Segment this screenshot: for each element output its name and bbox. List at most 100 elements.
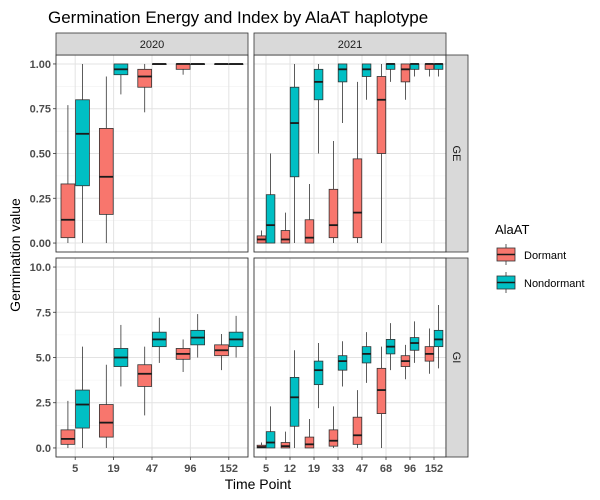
facet-strip-label-2020: 2020 [140,39,164,51]
x-axis-title: Time Point [225,476,292,492]
box-body [376,367,387,414]
x-tick-label-2021: 12 [284,463,296,475]
box-body [337,63,348,83]
facet-strip-label-GE: GE [450,146,462,162]
box-GI-2020-dormant-t96 [175,339,191,372]
facet-strip-label-GI: GI [450,352,462,364]
panel-GI-2020 [55,257,249,458]
box-GE-2021-dormant-t152 [424,63,435,77]
x-tick-label-2020: 96 [184,463,196,475]
box-GI-2021-nondormant-t19 [313,343,324,409]
box-GE-2021-nondormant-t96 [409,63,420,77]
box-GI-2021-dormant-t5 [256,442,267,449]
y-tick-label-GI: 10.0 [30,262,51,274]
y-tick-label-GI: 5.0 [36,353,51,365]
box-body [304,219,315,244]
box-GI-2021-dormant-t96 [400,344,411,380]
box-GI-2021-dormant-t68 [376,346,387,448]
box-GE-2020-dormant-t47 [137,63,153,113]
box-GE-2021-dormant-t5 [256,230,267,244]
x-tick-label-2021: 152 [425,463,443,475]
box-GI-2020-nondormant-t47 [151,317,167,363]
box-GI-2020-nondormant-t152 [228,315,244,358]
box-GE-2021-dormant-t12 [280,212,291,244]
panel-GI-2021 [253,257,447,458]
box-GE-2021-nondormant-t5 [265,153,276,244]
x-tick-label-2020: 5 [72,463,78,475]
box-body [280,230,291,244]
y-tick-label-GI: 7.5 [36,307,51,319]
box-body [337,355,348,371]
x-tick-label-2021: 19 [308,463,320,475]
box-GE-2021-nondormant-t68 [385,63,396,82]
x-tick-label-2021: 68 [380,463,392,475]
box-body [265,194,276,244]
x-axis-ticks: 5 19 47 96 152 5 12 19 33 47 68 96 152 [72,457,443,475]
box-GE-2021-dormant-t68 [376,63,387,244]
box-GE-2020-dormant-t19 [98,76,114,244]
facet-strip-2021 [253,32,447,56]
box-body [60,183,76,239]
box-body [433,329,444,348]
box-body [137,364,153,387]
box-GE-2020-dormant-t5 [60,105,76,244]
box-GE-2021-nondormant-t47 [361,63,372,100]
box-body [265,431,276,449]
box-body [60,429,76,445]
x-tick-label-2020: 19 [107,463,119,475]
y-tick-label-GE: 0.50 [30,149,51,161]
box-GI-2021-nondormant-t68 [385,323,396,371]
box-GE-2020-dormant-t152 [214,63,229,65]
box-body [313,360,324,386]
box-GI-2021-nondormant-t47 [361,332,372,383]
box-GI-2021-nondormant-t33 [337,341,348,387]
box-body [98,128,114,215]
box-body [400,63,411,83]
box-body [328,429,339,447]
box-body [313,68,324,101]
box-GE-2020-nondormant-t47 [151,63,167,65]
box-GI-2021-nondormant-t12 [289,350,300,448]
box-body [352,416,363,445]
box-GI-2020-nondormant-t5 [75,346,90,448]
box-body [361,346,372,364]
box-GI-2021-nondormant-t152 [433,305,444,369]
box-GE-2021-dormant-t47 [352,81,363,244]
box-body [98,404,114,438]
facet-strip-GI [445,257,469,458]
legend-title: AlaAT [495,222,529,237]
box-body [289,376,300,427]
legend-label: Dormant [524,250,566,262]
box-GE-2020-nondormant-t5 [75,63,90,244]
x-tick-label-2020: 47 [146,463,158,475]
legend-entry-nondormant: Nondormant [496,272,585,293]
box-GI-2021-nondormant-t5 [265,406,276,449]
box-GI-2021-nondormant-t96 [409,321,420,363]
box-body [304,436,315,449]
y-tick-label-GI: 2.5 [36,398,51,410]
box-GI-2020-dormant-t152 [214,333,229,371]
legend-label: Nondormant [524,278,585,290]
box-body [328,188,339,239]
box-GE-2021-dormant-t96 [400,63,411,100]
box-GE-2021-nondormant-t152 [433,63,444,77]
box-body [75,99,90,187]
box-GE-2021-dormant-t33 [328,140,339,244]
box-GI-2020-nondormant-t96 [190,314,206,358]
box-GI-2021-dormant-t47 [352,390,363,448]
facet-panels [55,54,447,458]
facet-strip-GE [445,54,469,253]
box-GI-2020-dormant-t5 [60,400,76,448]
box-body [75,389,90,429]
box-GI-2021-dormant-t12 [280,431,291,449]
box-GI-2021-dormant-t152 [424,328,435,374]
box-body [280,442,291,449]
box-GE-2020-dormant-t96 [175,63,191,75]
x-tick-label-2021: 5 [263,463,269,475]
panel-GE-2021 [253,54,447,253]
facet-strip-label-2021: 2021 [338,39,362,51]
box-GE-2021-dormant-t19 [304,183,315,244]
box-GE-2020-nondormant-t19 [113,63,129,95]
y-tick-label-GE: 0.75 [30,104,51,116]
